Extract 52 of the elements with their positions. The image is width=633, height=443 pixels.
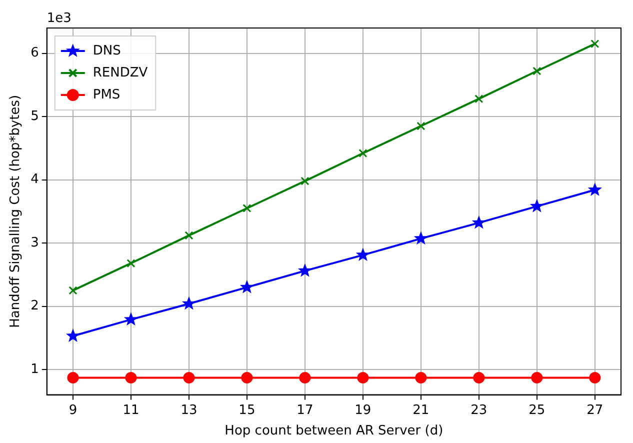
point (531, 372, 543, 384)
point (414, 232, 428, 244)
y-tick-label: 4 (30, 172, 39, 188)
point (416, 122, 426, 130)
point (588, 183, 602, 196)
x-tick-label: 27 (586, 402, 604, 418)
x-tick-label: 17 (296, 402, 314, 418)
point (298, 264, 312, 276)
point (241, 372, 253, 384)
x-axis-title: Hop count between AR Server (d) (224, 424, 444, 439)
y-tick-label: 1 (30, 362, 39, 377)
point (182, 297, 196, 310)
point (300, 176, 310, 186)
x-tick-label: 21 (412, 402, 430, 418)
x-tick-label: 25 (528, 402, 546, 418)
x-tick-label: 19 (354, 402, 372, 418)
point (242, 204, 252, 213)
legend-label: RENDZV (92, 65, 148, 80)
point (126, 258, 136, 268)
y-tick-label: 5 (30, 108, 39, 124)
point (530, 200, 544, 212)
point (357, 372, 369, 384)
point (67, 372, 79, 384)
point (124, 313, 138, 325)
point (358, 148, 368, 158)
point (532, 66, 542, 76)
x-tick-label: 9 (68, 402, 78, 418)
point (473, 372, 485, 384)
point (240, 280, 254, 293)
point (184, 231, 194, 240)
x-tick-label: 23 (470, 402, 488, 418)
y-tick-label: 6 (30, 46, 39, 61)
point (183, 372, 195, 384)
point (415, 372, 427, 384)
point (299, 372, 311, 384)
y-tick-label: 2 (30, 298, 39, 314)
point (590, 40, 600, 48)
point (66, 329, 80, 342)
x-tick-label: 11 (122, 402, 140, 418)
legend-label: DNS (92, 43, 121, 58)
point (472, 216, 486, 228)
legend-label: PMS (92, 87, 120, 102)
x-tick-label: 15 (238, 402, 256, 418)
y-axis-title: Handoff Signalling Cost (hop*bytes) (8, 94, 24, 328)
point (589, 372, 601, 384)
y-tick-label: 3 (30, 235, 39, 250)
text: 1e3 (46, 10, 72, 26)
point (356, 248, 370, 260)
x-tick-label: 13 (180, 402, 198, 418)
point (474, 94, 484, 104)
point (125, 372, 137, 384)
point (68, 286, 78, 295)
